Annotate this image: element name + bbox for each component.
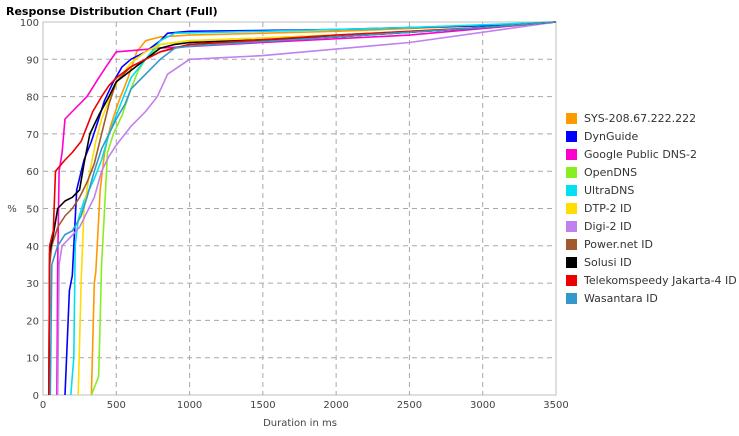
legend-item: OpenDNS <box>566 163 737 181</box>
series-line-0 <box>90 21 557 396</box>
x-tick-label: 1500 <box>250 400 275 411</box>
x-tick-label: 3000 <box>470 400 495 411</box>
chart-legend: SYS-208.67.222.222 DynGuide Google Public … <box>566 109 737 307</box>
legend-item: Wasantara ID <box>566 289 737 307</box>
x-tick-label: 500 <box>107 400 126 411</box>
series-line-4 <box>70 21 557 396</box>
y-tick-label: 100 <box>20 18 39 29</box>
legend-item: Google Public DNS-2 <box>566 145 737 163</box>
y-tick-label: 30 <box>26 279 39 290</box>
legend-label: UltraDNS <box>584 183 635 197</box>
legend-item: Power.net ID <box>566 235 737 253</box>
y-tick-label: 80 <box>26 93 39 104</box>
series-line-8 <box>48 21 557 396</box>
y-axis-label: % <box>7 204 17 215</box>
legend-swatch <box>566 184 577 196</box>
y-tick-label: 40 <box>26 242 39 253</box>
series-line-6 <box>56 21 557 396</box>
y-tick-label: 60 <box>26 167 39 178</box>
legend-item: UltraDNS <box>566 181 737 199</box>
legend-swatch <box>566 238 577 250</box>
series-lines <box>48 21 557 396</box>
x-axis-ticks: 0 500 1000 1500 2000 2500 3000 3500 <box>40 400 569 411</box>
legend-item: Telekomspeedy Jakarta-4 ID <box>566 271 737 289</box>
legend-swatch <box>566 148 577 160</box>
x-tick-label: 3500 <box>543 400 568 411</box>
legend-item: DynGuide <box>566 127 737 145</box>
legend-item: Digi-2 ID <box>566 217 737 235</box>
x-tick-label: 0 <box>40 400 46 411</box>
y-tick-label: 0 <box>33 391 39 402</box>
legend-label: Wasantara ID <box>584 291 658 305</box>
legend-label: Solusi ID <box>584 255 632 269</box>
y-tick-label: 20 <box>26 316 39 327</box>
x-tick-label: 2000 <box>323 400 348 411</box>
legend-label: OpenDNS <box>584 165 638 179</box>
legend-label: DTP-2 ID <box>584 201 632 215</box>
legend-item: SYS-208.67.222.222 <box>566 109 737 127</box>
y-axis-ticks: 0 10 20 30 40 50 60 70 80 90 100 <box>20 18 39 402</box>
series-line-10 <box>49 21 557 396</box>
legend-label: SYS-208.67.222.222 <box>584 111 697 125</box>
x-axis-label: Duration in ms <box>263 418 337 429</box>
chart-title: Response Distribution Chart (Full) <box>6 5 218 18</box>
legend-item: Solusi ID <box>566 253 737 271</box>
legend-swatch <box>566 256 577 268</box>
legend-label: Digi-2 ID <box>584 219 632 233</box>
y-tick-label: 90 <box>26 55 39 66</box>
legend-swatch <box>566 220 577 232</box>
legend-swatch <box>566 274 577 286</box>
legend-label: Telekomspeedy Jakarta-4 ID <box>584 273 737 287</box>
legend-swatch <box>566 112 577 124</box>
legend-item: DTP-2 ID <box>566 199 737 217</box>
x-tick-label: 1000 <box>177 400 202 411</box>
y-tick-label: 50 <box>26 205 39 216</box>
y-tick-label: 10 <box>26 354 39 365</box>
series-line-9 <box>48 21 557 396</box>
legend-swatch <box>566 292 577 304</box>
legend-swatch <box>566 130 577 142</box>
legend-label: Google Public DNS-2 <box>584 147 697 161</box>
x-tick-label: 2500 <box>397 400 422 411</box>
legend-swatch <box>566 202 577 214</box>
y-tick-label: 70 <box>26 130 39 141</box>
legend-label: Power.net ID <box>584 237 654 251</box>
grid-lines <box>43 22 556 395</box>
legend-swatch <box>566 166 577 178</box>
legend-label: DynGuide <box>584 129 639 143</box>
